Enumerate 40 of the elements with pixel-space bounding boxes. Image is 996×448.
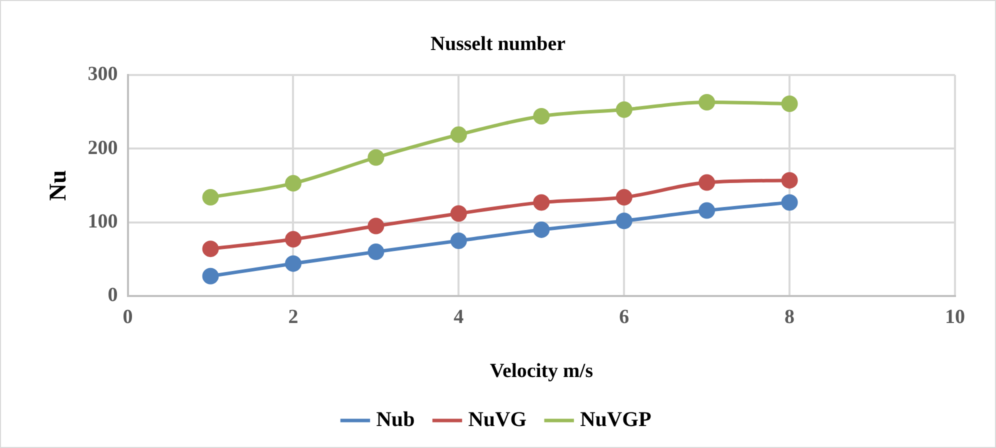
y-axis-title: Nu (46, 170, 72, 201)
point (781, 194, 798, 211)
point (616, 101, 632, 118)
point (368, 218, 384, 234)
x-axis-title: Velocity m/s (490, 360, 594, 382)
point (698, 94, 716, 111)
point (202, 240, 219, 258)
legend-label: NuVGP (580, 406, 652, 431)
x-tick-label: 2 (288, 306, 298, 328)
point (698, 174, 716, 191)
y-tick-label: 0 (108, 284, 118, 306)
point (450, 205, 467, 222)
y-tick-label: 300 (88, 63, 118, 86)
x-tick-label: 10 (945, 306, 965, 328)
point (533, 108, 550, 125)
point (533, 221, 550, 238)
x-tick-label: 0 (122, 306, 133, 328)
point (450, 232, 467, 249)
point (781, 172, 798, 189)
point (284, 231, 302, 248)
legend-label: Nub (376, 406, 415, 431)
point (781, 95, 798, 112)
x-tick-label: 8 (784, 306, 795, 328)
x-tick-label: 4 (454, 306, 464, 328)
point (450, 126, 467, 143)
point (533, 194, 550, 211)
point (616, 189, 632, 206)
y-tick-label: 100 (88, 210, 118, 233)
point (202, 189, 219, 206)
point (368, 244, 384, 260)
legend-label: NuVG (468, 406, 527, 431)
point (368, 149, 384, 166)
point (202, 268, 219, 284)
point (616, 212, 632, 230)
x-tick-label: 6 (619, 306, 630, 328)
chart-title: Nusselt number (430, 33, 566, 56)
point (698, 202, 716, 219)
y-tick-label: 200 (88, 136, 118, 159)
point (284, 255, 302, 272)
point (284, 175, 302, 192)
